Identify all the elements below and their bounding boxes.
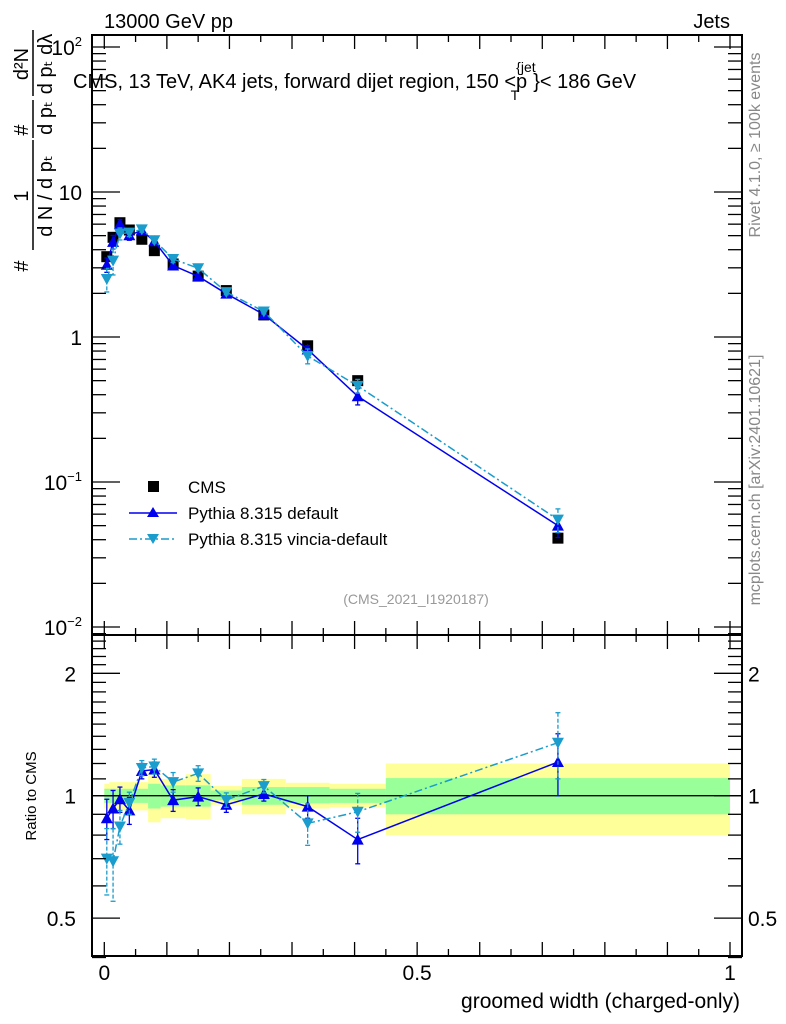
ratio-y-tick-label-right: 0.5 (748, 908, 777, 931)
main-default-point (192, 270, 205, 282)
legend-cms-label: CMS (188, 478, 226, 497)
ratio-vincia-point (351, 806, 364, 818)
ratio-y-tick-label-left: 1 (64, 786, 76, 809)
main-vincia-point (100, 274, 113, 286)
main-vincia-point (220, 287, 233, 299)
legend-default-marker (147, 507, 159, 517)
ratio-y-label: Ratio to CMS (23, 751, 40, 840)
tick-exponent: 2 (75, 34, 82, 49)
ratio-vincia-point (123, 797, 136, 809)
main-default-point (351, 390, 364, 402)
main-vincia-point (257, 306, 270, 318)
main-default-point (113, 217, 126, 229)
tick-exponent: −1 (67, 469, 82, 484)
ratio-default-point (167, 794, 180, 806)
main-y-tick-label: 10 (59, 182, 82, 205)
main-default-point (100, 258, 113, 270)
ylabel-hash2: # (11, 124, 33, 136)
main-y-tick-label: 1 (70, 327, 82, 350)
main-vincia-point (123, 227, 136, 239)
ratio-vincia-point (135, 762, 148, 774)
ratio-vincia-point (192, 768, 205, 780)
x-tick-label: 0.5 (403, 962, 432, 985)
title-end: }< 186 GeV (533, 71, 637, 93)
main-default-point (167, 259, 180, 271)
legend-default-label: Pythia 8.315 default (188, 504, 339, 523)
main-vincia-point (135, 224, 148, 236)
main-vincia-point (351, 380, 364, 392)
main-vincia-line (106, 228, 559, 521)
main-panel (100, 217, 564, 544)
tick-base: 10 (44, 472, 67, 495)
ratio-default-point (351, 833, 364, 845)
ratio-vincia-point (113, 821, 126, 833)
ratio-default-point (100, 812, 113, 824)
main-vincia-point (167, 254, 180, 266)
ratio-vincia-point (257, 781, 270, 793)
header-left: 13000 GeV pp (104, 11, 233, 33)
ratio-vincia-point (167, 777, 180, 789)
main-vincia-point (551, 514, 564, 526)
ylabel-hash1: # (11, 260, 33, 272)
ratio-vincia-point (301, 818, 314, 830)
plot-title: CMS, 13 TeV, AK4 jets, forward dijet reg… (73, 59, 637, 103)
tick-exponent: −2 (67, 614, 82, 629)
tick-base: 10 (51, 37, 74, 60)
main-vincia-point (148, 235, 161, 247)
x-tick-label: 1 (724, 962, 736, 985)
main-y-tick-label: 10−2 (44, 614, 82, 640)
ratio-default-point (107, 802, 120, 814)
header-right: Jets (693, 11, 730, 33)
title-sub: T (511, 87, 520, 103)
legend: CMS Pythia 8.315 default Pythia 8.315 vi… (129, 478, 388, 549)
x-axis-label: groomed width (charged-only) (461, 990, 740, 1013)
ylabel-den3: d pₜ dλ (35, 34, 57, 94)
tick-base: 1 (70, 327, 82, 350)
tick-base: 10 (59, 182, 82, 205)
main-default-point (107, 235, 120, 247)
legend-vincia-label: Pythia 8.315 vincia-default (188, 530, 388, 549)
ratio-vincia-point (107, 856, 120, 868)
ylabel-den2: d pₜ (35, 101, 57, 135)
ratio-y-tick-label-left: 2 (64, 663, 76, 686)
ratio-y-tick-label-right: 1 (748, 786, 760, 809)
side-text-mcplots: mcplots.cern.ch [arXiv:2401.10621] (747, 355, 764, 606)
ratio-panel (92, 712, 742, 902)
ratio-vincia-point (220, 794, 233, 806)
ratio-default-point (123, 804, 136, 816)
title-sup: {jet (516, 59, 536, 75)
main-y-tick-label: 102 (51, 34, 82, 60)
main-cms-point (136, 233, 148, 245)
x-tick-label: 0 (98, 962, 110, 985)
main-vincia-point (113, 228, 126, 240)
main-vincia-point (107, 255, 120, 267)
ratio-vincia-point (551, 737, 564, 749)
tick-base: 10 (44, 617, 67, 640)
main-cms-point (148, 245, 160, 257)
ylabel-num1: 1 (11, 190, 33, 201)
ratio-y-tick-label-right: 2 (748, 663, 760, 686)
ratio-default-point (192, 790, 205, 802)
main-cms-point (101, 251, 113, 263)
main-y-tick-label: 10−1 (44, 469, 82, 495)
legend-cms-marker (148, 481, 159, 492)
ylabel-num3: d²N (11, 48, 33, 80)
main-vincia-point (192, 263, 205, 275)
main-vincia-point (301, 350, 314, 362)
main-y-label: # 1 d N / d pₜ # d pₜ d²N d pₜ dλ (11, 30, 57, 272)
side-text-rivet: Rivet 4.1.0, ≥ 100k events (747, 53, 764, 238)
ylabel-den1: d N / d pₜ (35, 155, 57, 237)
ratio-y-tick-label-left: 0.5 (47, 908, 76, 931)
title-main: CMS, 13 TeV, AK4 jets, forward dijet reg… (73, 71, 527, 93)
legend-vincia-marker (147, 534, 159, 544)
watermark: (CMS_2021_I1920187) (343, 591, 489, 607)
ratio-vincia-point (148, 761, 161, 773)
ratio-default-point (113, 793, 126, 805)
